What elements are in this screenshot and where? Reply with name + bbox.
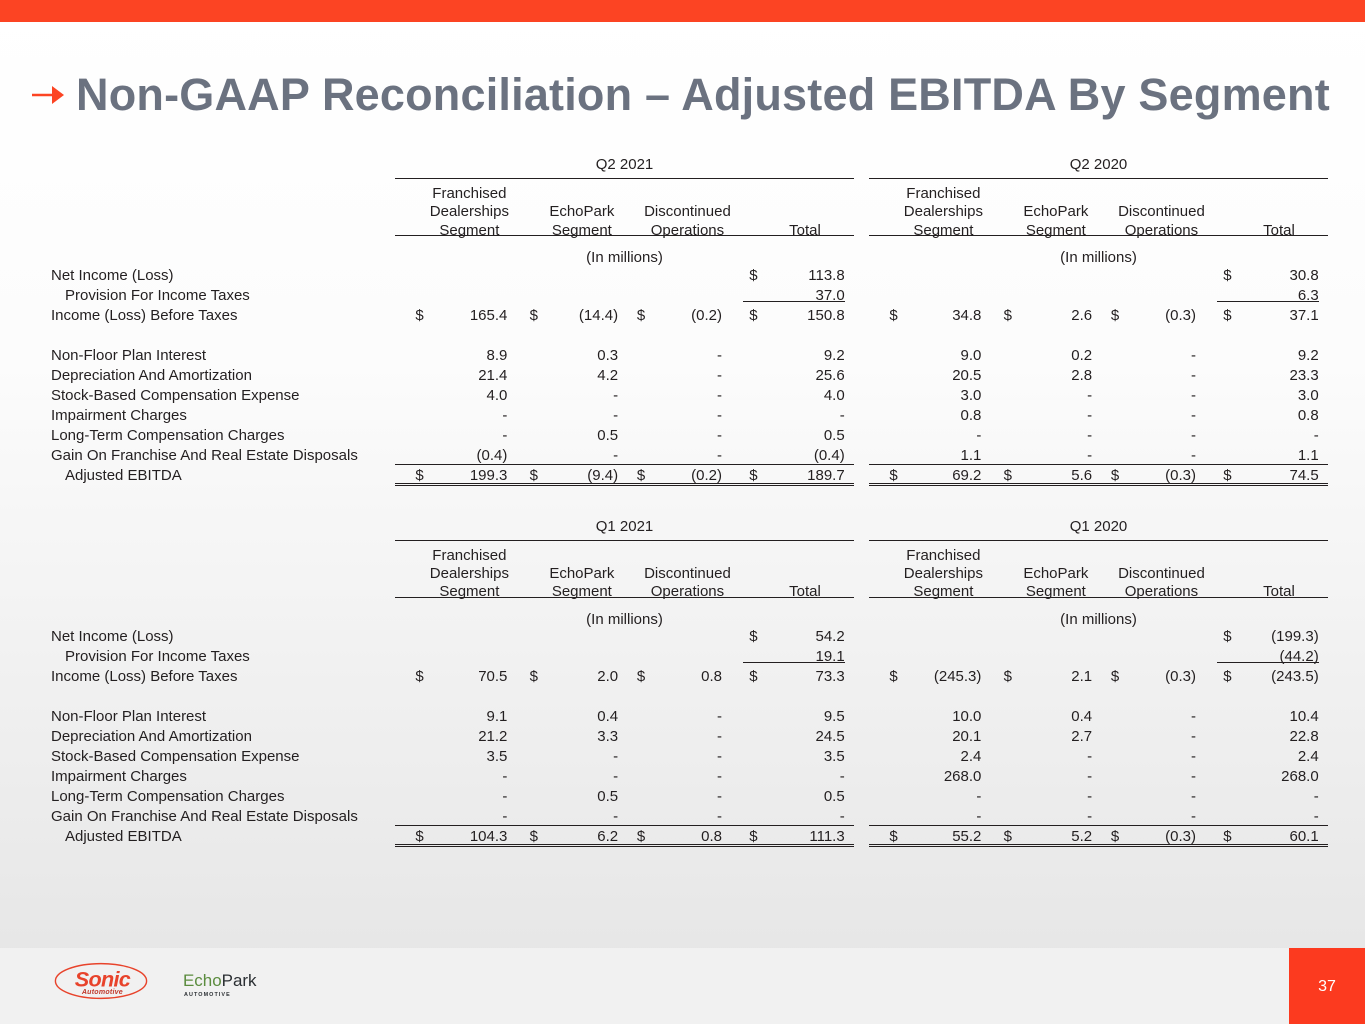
svg-text:Automotive: Automotive: [81, 989, 123, 996]
svg-text:Sonic: Sonic: [75, 967, 131, 992]
svg-text:EchoPark: EchoPark: [183, 971, 257, 990]
svg-text:AUTOMOTIVE: AUTOMOTIVE: [184, 992, 231, 998]
